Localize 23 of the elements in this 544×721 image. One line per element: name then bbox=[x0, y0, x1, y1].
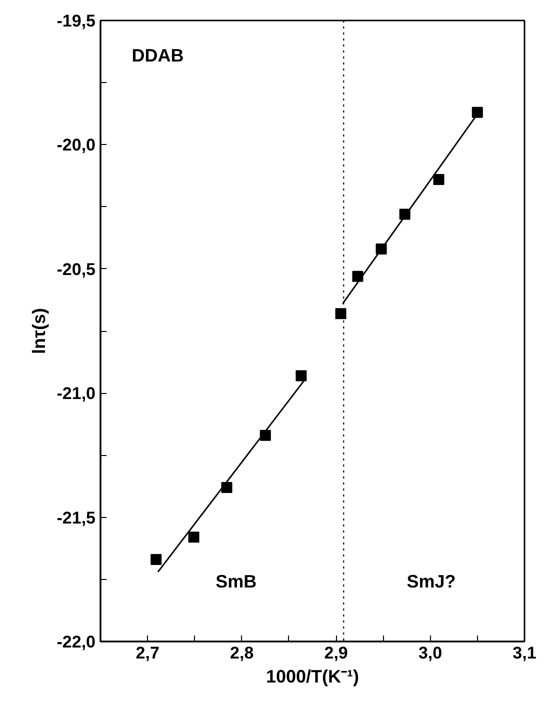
y-axis-title: lnτ(s) bbox=[28, 308, 49, 354]
point bbox=[433, 174, 444, 185]
y-tick-label: -22,0 bbox=[56, 632, 96, 652]
x-axis-title: 1000/T(K⁻¹) bbox=[266, 666, 360, 686]
annotation: DDAB bbox=[132, 46, 184, 66]
x-tick-label: 2,8 bbox=[230, 644, 254, 662]
x-tick-label: 3,0 bbox=[418, 644, 442, 662]
x-tick-label: 2,7 bbox=[136, 644, 160, 662]
point bbox=[335, 308, 346, 320]
point bbox=[150, 554, 162, 566]
y-tick-label: -20,0 bbox=[56, 136, 96, 155]
point bbox=[296, 370, 307, 382]
y-tick-label: -21,5 bbox=[56, 508, 96, 528]
y-tick-label: -19,5 bbox=[56, 12, 96, 30]
y-tick-label: -21,0 bbox=[56, 384, 96, 404]
y-tick-label: -20,5 bbox=[56, 260, 96, 279]
point bbox=[221, 482, 232, 493]
point bbox=[188, 532, 200, 543]
point bbox=[352, 270, 364, 282]
annotation: SmJ? bbox=[406, 572, 456, 592]
x-tick-label: 3,1 bbox=[512, 644, 536, 662]
annotation: SmB bbox=[216, 572, 257, 592]
x-tick-label: 2,9 bbox=[324, 644, 348, 662]
